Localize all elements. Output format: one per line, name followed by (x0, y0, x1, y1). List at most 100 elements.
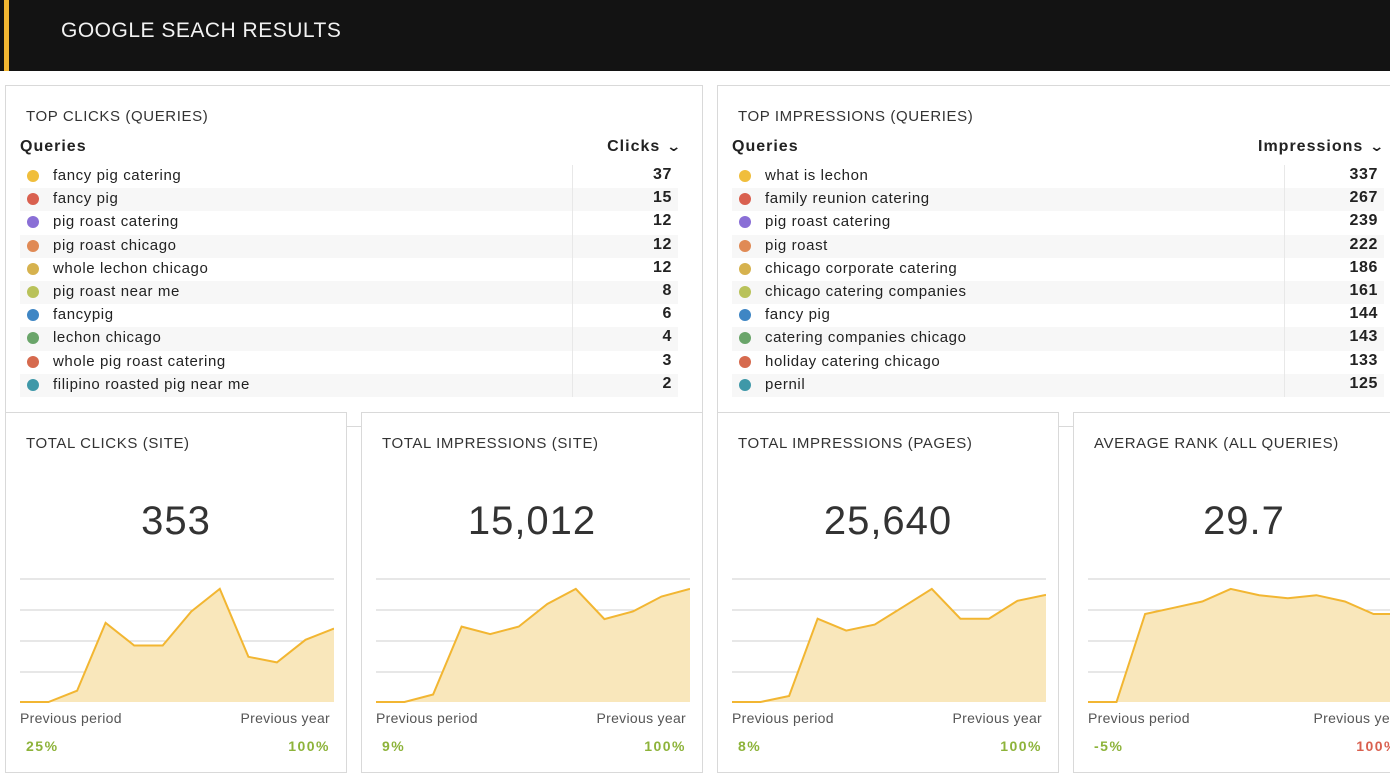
table-row[interactable]: fancypig 6 (20, 304, 678, 328)
metric-value: 186 (1349, 258, 1378, 276)
legend-dot-icon (739, 239, 751, 252)
metric-value: 12 (653, 258, 672, 276)
table-row[interactable]: whole lechon chicago 12 (20, 257, 678, 281)
query-label: pig roast catering (53, 213, 179, 231)
panel-title: TOTAL IMPRESSIONS (SITE) (382, 435, 599, 452)
metric-value: 2 (662, 374, 672, 392)
table-row[interactable]: chicago corporate catering 186 (732, 257, 1384, 281)
total-impressions-site-panel: TOTAL IMPRESSIONS (SITE) 15,012 Previous p… (361, 412, 703, 773)
table-row[interactable]: pig roast catering 239 (732, 211, 1384, 235)
table-row[interactable]: holiday catering chicago 133 (732, 350, 1384, 374)
metric-value: 144 (1349, 305, 1378, 323)
legend-dot-icon (739, 378, 751, 391)
table-row[interactable]: chicago catering companies 161 (732, 280, 1384, 305)
table-row[interactable]: fancy pig catering 37 (20, 165, 678, 189)
column-divider (572, 234, 573, 258)
query-label: chicago catering companies (765, 282, 967, 300)
legend-dot-icon (27, 332, 39, 345)
metric-value: 6 (662, 305, 672, 323)
column-divider (572, 211, 573, 235)
table-row[interactable]: pig roast near me 8 (20, 280, 678, 305)
metric-big-value: 15,012 (467, 499, 597, 543)
metric-value: 222 (1349, 235, 1378, 253)
panel-title: TOP CLICKS (QUERIES) (26, 108, 209, 125)
column-divider (1284, 211, 1285, 235)
metric-value: 239 (1349, 212, 1378, 230)
query-label: pig roast (765, 236, 828, 254)
table-row[interactable]: whole pig roast catering 3 (20, 350, 678, 374)
query-label: whole lechon chicago (53, 259, 209, 277)
column-divider (1284, 327, 1285, 351)
table-row[interactable]: pig roast chicago 12 (20, 234, 678, 258)
previous-year-change: 100% (288, 738, 330, 754)
metric-value: 37 (653, 166, 672, 183)
table-row[interactable]: pernil 125 (732, 373, 1384, 397)
metric-value: 133 (1349, 351, 1378, 369)
legend-dot-icon (27, 355, 39, 368)
area-fill (1088, 588, 1390, 702)
column-divider (572, 350, 573, 374)
table-row[interactable]: pig roast catering 12 (20, 211, 678, 235)
queries-column-header[interactable]: Queries (732, 138, 799, 155)
total-impressions-pages-panel: TOTAL IMPRESSIONS (PAGES) 25,640 Previous … (717, 412, 1059, 773)
panel-title: AVERAGE RANK (ALL QUERIES) (1094, 435, 1339, 452)
top-clicks-panel: TOP CLICKS (QUERIES) Queries Clicks ⌄ fan… (5, 85, 703, 427)
area-chart (376, 578, 690, 703)
column-divider (1284, 350, 1285, 374)
metric-value: 15 (653, 189, 672, 207)
legend-dot-icon (27, 216, 39, 229)
table-header: Queries Impressions ⌄ (732, 138, 1386, 158)
previous-period-label: Previous period (376, 710, 478, 726)
column-divider (1284, 280, 1285, 305)
previous-period-change: 8% (738, 738, 762, 754)
query-label: fancy pig (53, 190, 119, 208)
legend-dot-icon (27, 285, 39, 298)
query-label: pig roast chicago (53, 236, 177, 254)
query-label: pernil (765, 375, 806, 393)
series-line (376, 587, 690, 703)
column-divider (572, 304, 573, 328)
page-header: GOOGLE SEACH RESULTS (0, 0, 1390, 71)
query-label: catering companies chicago (765, 329, 967, 347)
column-divider (572, 257, 573, 281)
panel-title: TOTAL CLICKS (SITE) (26, 435, 190, 452)
legend-dot-icon (27, 309, 39, 322)
table-row[interactable]: catering companies chicago 143 (732, 327, 1384, 351)
table-row[interactable]: family reunion catering 267 (732, 188, 1384, 212)
area-fill (376, 588, 690, 702)
legend-dot-icon (27, 170, 39, 182)
column-divider (1284, 373, 1285, 397)
column-divider (572, 327, 573, 351)
area-fill (20, 588, 334, 702)
column-divider (1284, 234, 1285, 258)
impressions-column-header[interactable]: Impressions ⌄ (1258, 138, 1386, 156)
top-impressions-panel: TOP IMPRESSIONS (QUERIES) Queries Impres… (717, 85, 1390, 427)
metric-value: 3 (662, 351, 672, 369)
table-row[interactable]: lechon chicago 4 (20, 327, 678, 351)
queries-column-header[interactable]: Queries (20, 138, 87, 155)
previous-period-label: Previous period (1088, 710, 1190, 726)
previous-period-label: Previous period (20, 710, 122, 726)
previous-year-label: Previous year (952, 710, 1042, 726)
table-row[interactable]: what is lechon 337 (732, 165, 1384, 189)
clicks-column-header[interactable]: Clicks ⌄ (607, 138, 683, 156)
series-line (732, 587, 1046, 703)
previous-year-change: 100% (1000, 738, 1042, 754)
chevron-down-icon[interactable]: ⌄ (1369, 138, 1386, 154)
table-row[interactable]: fancy pig 144 (732, 304, 1384, 328)
clicks-table-body: fancy pig catering 37 fancy pig 15 pig roast… (20, 165, 678, 397)
table-row[interactable]: fancy pig 15 (20, 188, 678, 212)
chevron-down-icon[interactable]: ⌄ (666, 138, 683, 154)
metric-value: 143 (1349, 328, 1378, 346)
previous-year-change: 100% (1356, 738, 1390, 754)
column-divider (1284, 165, 1285, 189)
legend-dot-icon (739, 332, 751, 345)
impressions-column-label: Impressions (1258, 138, 1364, 155)
metric-value: 12 (653, 235, 672, 253)
table-row[interactable]: pig roast 222 (732, 234, 1384, 258)
previous-year-change: 100% (644, 738, 686, 754)
legend-dot-icon (739, 262, 751, 275)
query-label: fancy pig catering (53, 167, 182, 184)
table-row[interactable]: filipino roasted pig near me 2 (20, 373, 678, 397)
metric-value: 267 (1349, 189, 1378, 207)
